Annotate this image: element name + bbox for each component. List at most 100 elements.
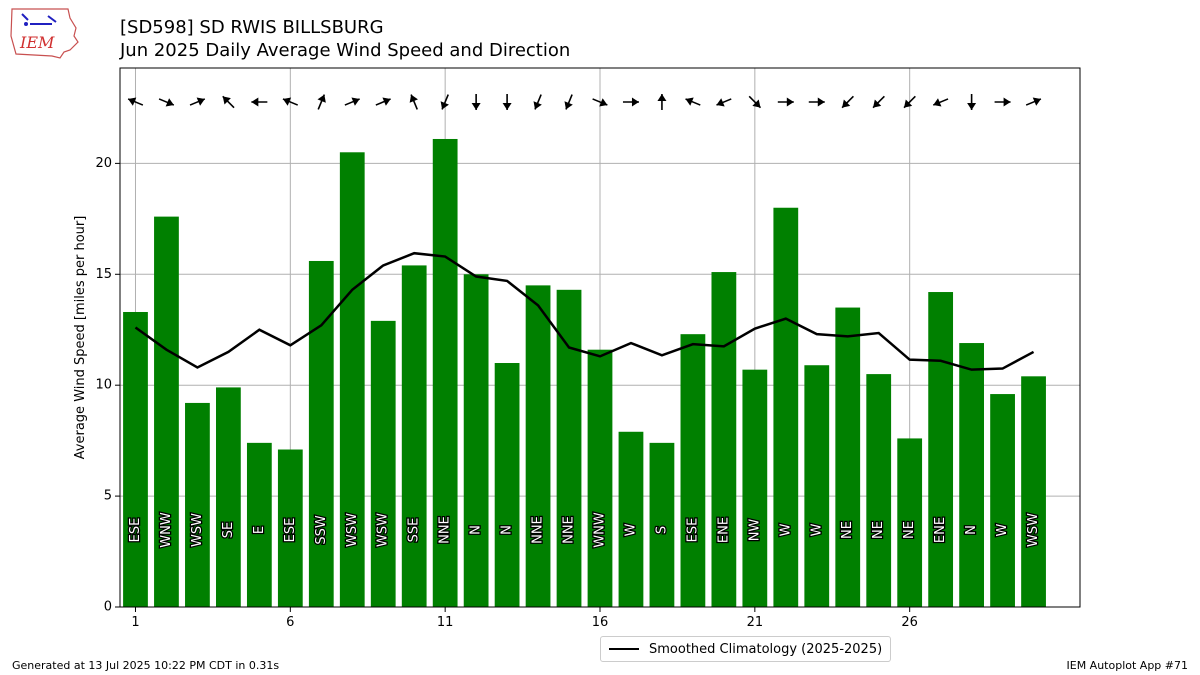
y-tick-label: 20 [95,156,112,171]
legend-label: Smoothed Climatology (2025-2025) [649,641,883,657]
wind-arrow-head [786,97,794,107]
y-axis-label: Average Wind Speed [miles per hour] [73,216,88,460]
bar-day-21 [742,369,768,607]
wind-arrow-head [502,103,512,110]
direction-label-day-11: NNE [438,516,453,544]
bar-day-11 [432,138,458,607]
wind-arrow-head [382,97,391,106]
wind-arrow-day-22 [777,97,794,107]
x-tick-label: 6 [286,615,294,630]
wind-arrow-head [409,94,418,103]
direction-label-day-24: NE [840,521,855,539]
x-tick-label: 26 [901,615,918,630]
wind-arrow-head [933,98,942,107]
bar-day-29 [990,394,1015,607]
bar-day-26 [897,438,923,607]
wind-arrow-day-24 [841,95,854,109]
direction-label-day-15: NNE [562,516,577,544]
wind-arrow-day-26 [903,95,916,109]
direction-label-day-27: ENE [933,517,948,543]
wind-arrow-day-29 [994,97,1011,107]
wind-arrow-day-18 [657,94,667,110]
wind-arrow-day-25 [872,95,885,109]
wind-arrow-head [967,103,977,110]
direction-label-day-23: W [809,523,824,536]
wind-arrow-day-21 [748,95,762,109]
x-tick-label: 11 [437,615,454,630]
wind-arrow-day-5 [251,97,268,107]
svg-text:IEM: IEM [19,33,55,52]
bar-day-3 [185,402,210,607]
app-credit: IEM Autoplot App #71 [1066,659,1189,672]
climatology-line [134,251,1035,371]
y-tick-label: 15 [95,267,112,282]
iem-logo: IEM [10,8,79,59]
y-tick-label: 10 [95,378,112,393]
bar-day-18 [649,442,675,607]
direction-label-day-1: ESE [128,518,143,543]
chart-title: [SD598] SD RWIS BILLSBURG [120,17,384,38]
bar-day-12 [463,274,489,607]
direction-label-day-19: ESE [685,518,700,543]
wind-arrow-day-2 [158,98,175,107]
legend-line-swatch [609,648,639,650]
direction-label-day-4: SE [221,522,236,538]
bar-day-22 [773,207,799,608]
wind-arrow-day-20 [716,98,732,107]
bar-day-24 [835,307,861,607]
wind-arrow-day-4 [222,95,235,109]
direction-label-day-26: NE [902,521,917,539]
bar-day-15 [556,289,582,607]
wind-arrow-day-9 [375,97,391,106]
bar-day-28 [959,343,984,607]
bar-day-19 [680,334,706,607]
bar-day-1 [123,311,148,607]
bar-day-4 [216,387,241,607]
wind-arrow-head [817,97,825,107]
direction-label-day-13: N [500,525,515,535]
wind-arrow-day-1 [127,97,144,106]
wind-arrow-day-10 [409,94,418,110]
direction-label-day-22: W [778,523,793,536]
wind-arrow-head [251,97,259,107]
wind-arrow-head [842,99,851,108]
bar-day-30 [1021,376,1046,607]
wind-arrow-day-3 [189,97,206,106]
bar-day-13 [494,363,520,607]
wind-arrow-head [165,98,174,107]
bar-day-27 [928,292,954,607]
x-tick-label: 16 [592,615,609,630]
direction-label-day-2: WNW [159,512,174,548]
wind-arrow-day-15 [564,94,573,110]
direction-label-day-28: N [964,525,979,535]
bar-day-6 [277,449,303,607]
bar-day-17 [618,431,644,607]
direction-label-day-6: ESE [283,518,298,543]
y-tick-label: 0 [104,600,112,615]
generated-timestamp: Generated at 13 Jul 2025 10:22 PM CDT in… [12,659,280,672]
wind-arrow-head [599,98,608,107]
direction-label-day-17: W [623,523,638,536]
wind-arrow-head [716,98,725,107]
bar-day-5 [246,442,272,607]
direction-label-day-25: NE [871,521,886,539]
wind-arrow-day-13 [502,94,512,110]
wind-arrow-head [440,101,449,110]
wind-arrow-head [752,99,761,108]
wind-arrow-day-17 [622,97,639,107]
direction-label-day-5: E [252,526,267,534]
wind-arrow-head [564,101,573,110]
direction-label-day-8: WSW [345,513,360,547]
wind-arrow-day-30 [1025,97,1042,106]
legend: Smoothed Climatology (2025-2025) [600,636,892,662]
wind-arrow-head [222,96,231,105]
chart-subtitle: Jun 2025 Daily Average Wind Speed and Di… [120,40,571,61]
wind-arrow-head [904,99,913,108]
bar-day-20 [711,272,737,607]
wind-arrow-day-12 [471,94,481,110]
wind-arrow-head [196,97,205,106]
wind-arrow-day-8 [344,97,360,106]
wind-arrow-head [533,101,542,110]
x-tick-label: 21 [747,615,764,630]
wind-arrow-day-28 [967,94,977,110]
